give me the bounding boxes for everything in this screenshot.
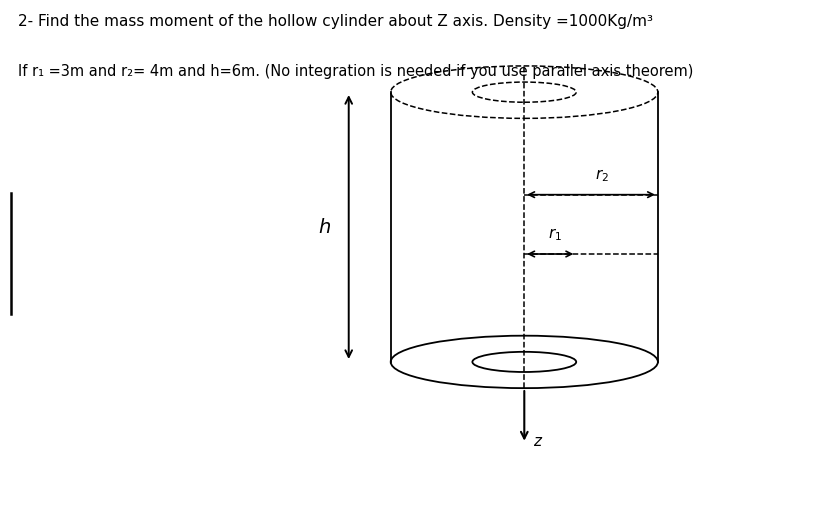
Text: 2- Find the mass moment of the hollow cylinder about Z axis. Density =1000Kg/m³: 2- Find the mass moment of the hollow cy… [18,14,653,29]
Text: h: h [318,218,330,237]
Text: z: z [533,433,541,449]
Text: $r_2$: $r_2$ [594,167,608,184]
Text: If r₁ =3m and r₂= 4m and h=6m. (No integration is needed if you use parallel axi: If r₁ =3m and r₂= 4m and h=6m. (No integ… [18,64,693,80]
Text: $r_1$: $r_1$ [548,227,562,243]
